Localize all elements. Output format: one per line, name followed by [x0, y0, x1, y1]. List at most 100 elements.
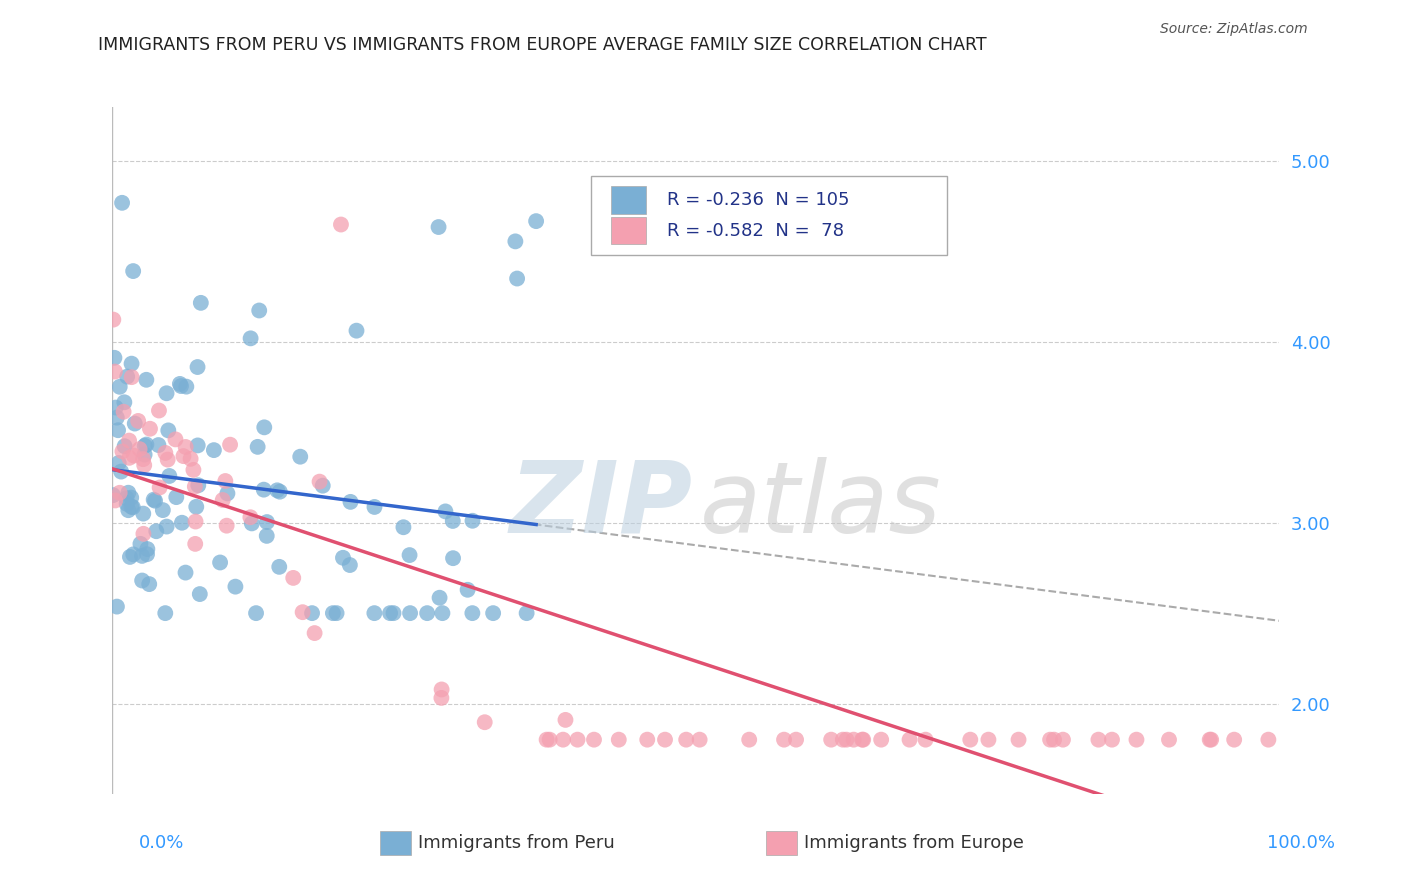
Point: [1087, 732, 1109, 747]
Point: [165, 433, 187, 447]
Point: [246, 440, 269, 454]
Point: [312, 478, 335, 492]
Point: [461, 514, 484, 528]
Point: [1007, 732, 1029, 747]
Point: [170, 516, 193, 530]
Text: Source: ZipAtlas.com: Source: ZipAtlas.com: [1160, 22, 1308, 37]
Point: [101, 488, 124, 502]
Point: [247, 303, 270, 318]
Point: [122, 449, 145, 463]
Point: [183, 463, 205, 477]
Point: [115, 491, 138, 506]
Point: [689, 732, 711, 747]
Point: [115, 369, 138, 384]
Point: [536, 732, 558, 747]
Point: [1043, 732, 1066, 747]
Text: 0.0%: 0.0%: [139, 834, 184, 852]
Text: R = -0.582  N =  78: R = -0.582 N = 78: [666, 222, 844, 240]
Point: [283, 571, 305, 585]
Point: [432, 606, 454, 620]
Point: [117, 503, 139, 517]
Point: [835, 732, 858, 747]
Point: [461, 606, 484, 620]
Point: [209, 556, 232, 570]
Point: [554, 713, 576, 727]
Point: [505, 235, 527, 249]
Point: [120, 491, 142, 505]
Point: [607, 732, 630, 747]
Point: [174, 440, 197, 454]
Point: [240, 516, 263, 531]
Point: [427, 220, 450, 235]
Point: [104, 401, 127, 415]
Point: [170, 379, 193, 393]
Point: [128, 442, 150, 456]
Point: [266, 483, 288, 498]
Point: [1257, 732, 1279, 747]
Text: 100.0%: 100.0%: [1267, 834, 1334, 852]
Point: [538, 732, 561, 747]
Point: [148, 403, 170, 417]
Point: [392, 520, 415, 534]
Point: [142, 492, 165, 507]
Point: [155, 446, 177, 460]
Point: [551, 732, 574, 747]
Point: [322, 606, 344, 620]
Point: [773, 732, 796, 747]
Point: [654, 732, 676, 747]
Point: [332, 550, 354, 565]
Point: [738, 732, 761, 747]
Point: [148, 438, 170, 452]
Point: [187, 478, 209, 492]
FancyBboxPatch shape: [610, 217, 645, 244]
Point: [253, 483, 276, 497]
Point: [339, 495, 361, 509]
Point: [135, 437, 157, 451]
Point: [434, 504, 457, 518]
Point: [253, 420, 276, 434]
Point: [1052, 732, 1074, 747]
Point: [111, 195, 134, 210]
Point: [112, 395, 135, 409]
Point: [117, 485, 139, 500]
Point: [110, 465, 132, 479]
Point: [186, 359, 208, 374]
Point: [105, 599, 128, 614]
Point: [103, 351, 125, 365]
Point: [399, 606, 422, 620]
Point: [157, 469, 180, 483]
Point: [1125, 732, 1147, 747]
Point: [831, 732, 853, 747]
Text: atlas: atlas: [699, 457, 941, 554]
Text: R = -0.236  N = 105: R = -0.236 N = 105: [666, 191, 849, 209]
Point: [118, 549, 141, 564]
Point: [190, 296, 212, 310]
Point: [111, 444, 134, 458]
Point: [152, 503, 174, 517]
Point: [429, 591, 451, 605]
Point: [127, 414, 149, 428]
Point: [378, 606, 401, 620]
Point: [474, 715, 496, 730]
Point: [122, 547, 145, 561]
Point: [217, 486, 239, 500]
Point: [104, 493, 127, 508]
Point: [149, 480, 172, 494]
Point: [224, 580, 246, 594]
Point: [567, 732, 589, 747]
Point: [187, 438, 209, 452]
Point: [914, 732, 936, 747]
Point: [134, 448, 156, 462]
Point: [1157, 732, 1180, 747]
Point: [290, 450, 312, 464]
Point: [820, 732, 842, 747]
FancyBboxPatch shape: [610, 186, 645, 213]
Point: [118, 450, 141, 465]
Point: [176, 379, 198, 393]
Point: [131, 549, 153, 563]
Point: [330, 218, 353, 232]
Point: [132, 507, 155, 521]
Point: [898, 732, 921, 747]
Point: [363, 500, 385, 514]
Point: [457, 582, 479, 597]
